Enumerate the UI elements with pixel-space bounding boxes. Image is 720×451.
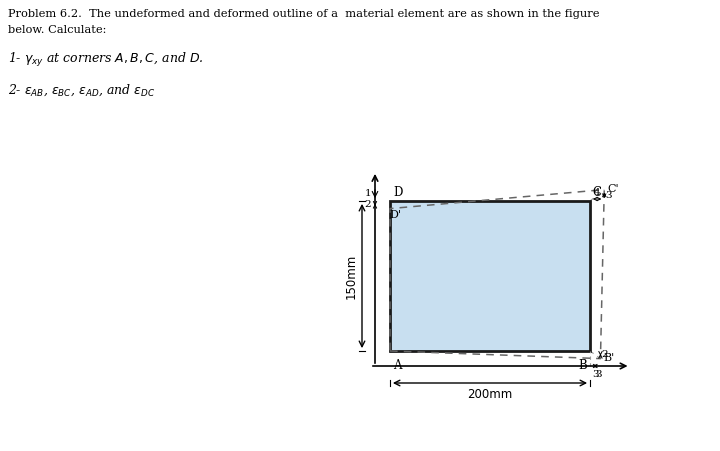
Text: B: B: [578, 359, 587, 372]
Text: D': D': [389, 210, 401, 220]
Text: 200mm: 200mm: [467, 388, 513, 401]
Text: 4: 4: [594, 188, 600, 197]
Text: 2: 2: [364, 200, 371, 209]
Text: A: A: [393, 359, 402, 372]
Polygon shape: [390, 201, 590, 351]
Text: 3: 3: [606, 191, 612, 200]
Text: 1- $\gamma_{xy}$ at corners $A, B, C$, and $D$.: 1- $\gamma_{xy}$ at corners $A, B, C$, a…: [8, 51, 204, 69]
Text: 150mm: 150mm: [345, 253, 358, 299]
Text: below. Calculate:: below. Calculate:: [8, 25, 107, 35]
Text: C': C': [607, 184, 619, 193]
Text: 3: 3: [595, 370, 602, 379]
Text: Problem 6.2.  The undeformed and deformed outline of a  material element are as : Problem 6.2. The undeformed and deformed…: [8, 9, 600, 19]
Text: D: D: [393, 186, 402, 199]
Text: C: C: [592, 186, 601, 199]
Text: 2- $\varepsilon_{AB}$, $\varepsilon_{BC}$, $\varepsilon_{AD}$, and $\varepsilon_: 2- $\varepsilon_{AB}$, $\varepsilon_{BC}…: [8, 83, 156, 98]
Text: 2: 2: [601, 350, 608, 359]
Text: 3: 3: [592, 370, 598, 379]
Text: B': B': [603, 353, 615, 363]
Text: 1: 1: [364, 189, 371, 198]
